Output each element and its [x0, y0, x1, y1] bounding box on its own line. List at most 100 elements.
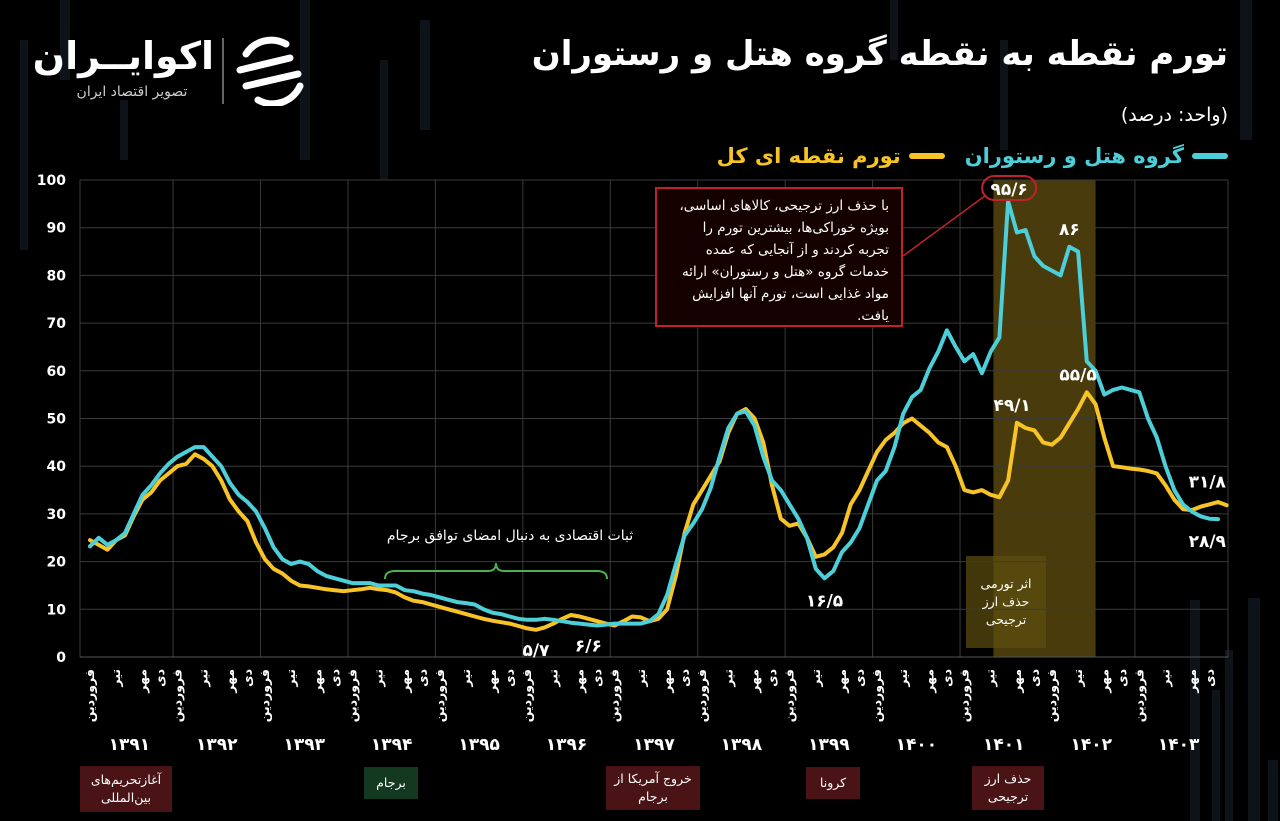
x-tick-label: فروردین — [694, 669, 709, 722]
x-tick-label: فروردین — [169, 669, 184, 722]
x-tick-label: مهر — [921, 669, 936, 694]
year-label: ۱۳۹۲ — [196, 735, 238, 755]
logo-name: اکوایــران — [32, 34, 214, 78]
x-tick-label: دی — [327, 669, 342, 687]
logo-subtitle: تصویر اقتصاد ایران — [76, 84, 188, 100]
x-tick-label: تیر — [633, 669, 648, 688]
annotation-end-overall: ۳۱/۸ — [1189, 472, 1227, 492]
decor-bar — [1212, 690, 1220, 821]
x-tick-label: دی — [1026, 669, 1041, 687]
x-tick-label: فروردین — [607, 669, 622, 722]
annotations: ۹۵/۶ ۸۶ ۵۵/۵ ۴۹/۱ ۳۱/۸ ۲۸/۹ ۱۶/۵ ۵/۷ ۶/۶ ثبات اقت… — [384, 174, 1227, 661]
x-tick-label: مهر — [747, 669, 762, 694]
year-label: ۱۴۰۰ — [896, 735, 938, 755]
x-tick-label: تیر — [983, 669, 998, 688]
x-tick-label: تیر — [545, 669, 560, 688]
x-tick-label: تیر — [1070, 669, 1085, 688]
x-tick-label: مهر — [222, 669, 237, 694]
x-tick-label: مهر — [1009, 669, 1024, 694]
event-sanctions: آغازتحریم‌های بین‌المللی — [80, 766, 172, 812]
y-tick-label: 80 — [47, 268, 67, 284]
annotation-hotel-86: ۸۶ — [1059, 220, 1080, 240]
page-title: تورم نقطه به نقطه گروه هتل و رستوران — [531, 34, 1228, 74]
annotation-end-hotel: ۲۸/۹ — [1189, 532, 1227, 552]
x-tick-label: فروردین — [1044, 669, 1059, 722]
decor-bar — [890, 0, 898, 60]
x-tick-label: دی — [502, 669, 517, 687]
annotation-highlight-caption: حذف ارز — [982, 594, 1030, 610]
decor-bar — [1225, 650, 1233, 821]
legend-swatch-overall — [908, 153, 945, 159]
y-tick-label: 60 — [47, 364, 67, 380]
stability-brace — [384, 562, 608, 580]
x-tick-label: دی — [1114, 669, 1129, 687]
x-tick-label: دی — [589, 669, 604, 687]
highlight-caption-box — [966, 556, 1046, 648]
y-axis: 0 10 20 30 40 50 60 70 80 90 100 — [37, 173, 66, 666]
legend-label-hotel: گروه هتل و رستوران — [964, 144, 1184, 168]
event-us-exit: خروج آمریکا از برجام — [606, 766, 700, 810]
event-corona: کرونا — [806, 767, 860, 799]
y-tick-label: 10 — [47, 602, 67, 618]
x-tick-label: تیر — [720, 669, 735, 688]
year-label: ۱۴۰۱ — [983, 735, 1025, 755]
x-tick-label: فروردین — [432, 669, 447, 722]
decor-bar — [1000, 40, 1008, 150]
x-tick-label: فروردین — [82, 669, 97, 722]
annotation-highlight-caption: اثر تورمی — [981, 576, 1032, 592]
annotation-low-6-6: ۶/۶ — [575, 637, 602, 657]
x-tick-label: فروردین — [869, 669, 884, 722]
y-tick-label: 20 — [47, 555, 67, 571]
y-tick-label: 90 — [47, 221, 67, 237]
x-tick-label: مهر — [1096, 669, 1111, 694]
x-tick-label: مهر — [484, 669, 499, 694]
annotation-overall-49-1: ۴۹/۱ — [993, 396, 1030, 416]
decor-bar — [300, 0, 310, 160]
series-line-hotel — [88, 199, 1220, 628]
x-tick-label: دی — [677, 669, 692, 687]
legend-item-hotel: گروه هتل و رستوران — [965, 144, 1228, 168]
x-tick-label: دی — [152, 669, 167, 687]
year-label: ۱۳۹۳ — [283, 735, 325, 755]
x-tick-label: تیر — [895, 669, 910, 688]
x-tick-label: فروردین — [956, 669, 971, 722]
year-label: ۱۳۹۶ — [546, 735, 588, 755]
annotation-stability: ثبات اقتصادی به دنبال امضای توافق برجام — [387, 528, 633, 544]
background-decor — [20, 0, 1278, 821]
decor-bar — [20, 40, 28, 250]
year-label: ۱۳۹۹ — [808, 735, 850, 755]
x-tick-label: دی — [239, 669, 254, 687]
year-label: ۱۳۹۷ — [633, 735, 675, 755]
y-tick-label: 100 — [37, 173, 66, 189]
x-tick-label: دی — [939, 669, 954, 687]
x-tick-label: دی — [1201, 669, 1216, 687]
x-tick-label: فروردین — [344, 669, 359, 722]
legend-swatch-hotel — [1192, 153, 1228, 159]
annotation-overall-55-5: ۵۵/۵ — [1059, 365, 1096, 385]
x-tick-label: مهر — [572, 669, 587, 694]
x-tick-label: دی — [764, 669, 779, 687]
x-tick-label: تیر — [808, 669, 823, 688]
x-tick-label: فروردین — [782, 669, 797, 722]
event-subsidy-removal: حذف ارز ترجیحی — [972, 766, 1044, 810]
annotation-note: با حذف ارز ترجیحی، کالاهای اساسی، بویژه … — [655, 187, 903, 327]
y-tick-label: 30 — [47, 507, 67, 523]
decor-bar — [380, 60, 388, 180]
annotation-peak-hotel: ۹۵/۶ — [990, 180, 1027, 200]
year-label: ۱۳۹۸ — [721, 735, 763, 755]
legend-label-overall: تورم نقطه ای کل — [716, 144, 901, 168]
x-tick-label: دی — [851, 669, 866, 687]
year-label: ۱۴۰۳ — [1158, 735, 1200, 755]
x-tick-label: فروردین — [1131, 669, 1146, 722]
x-tick-label: فروردین — [519, 669, 534, 722]
x-tick-label: تیر — [108, 669, 123, 688]
decor-bar — [120, 100, 128, 160]
decor-bar — [1248, 598, 1260, 821]
year-label: ۱۴۰۲ — [1070, 735, 1112, 755]
decor-bar — [1268, 760, 1278, 821]
x-tick-label: فروردین — [257, 669, 272, 722]
series-line-overall — [88, 390, 1229, 632]
legend: گروه هتل و رستوران تورم نقطه ای کل — [717, 144, 1228, 168]
year-label: ۱۳۹۴ — [371, 735, 413, 755]
